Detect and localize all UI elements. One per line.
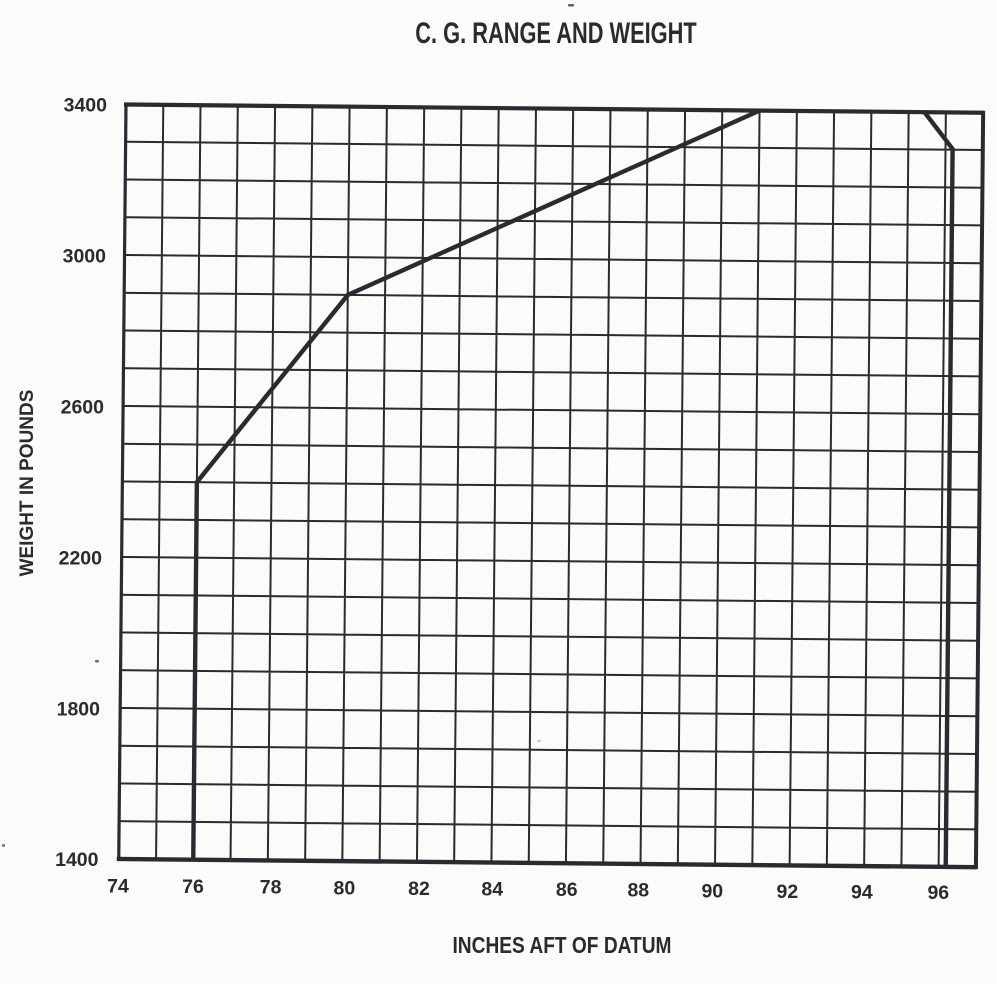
svg-text:1800: 1800 — [57, 699, 101, 721]
svg-text:2200: 2200 — [59, 548, 103, 570]
svg-text:3000: 3000 — [63, 246, 107, 268]
svg-text:78: 78 — [260, 877, 282, 899]
svg-text:76: 76 — [182, 876, 204, 898]
svg-text:92: 92 — [777, 881, 799, 903]
svg-text:1400: 1400 — [55, 849, 99, 871]
svg-text:C. G. RANGE AND WEIGHT: C. G. RANGE AND WEIGHT — [415, 16, 696, 50]
svg-text:82: 82 — [408, 878, 430, 900]
svg-text:94: 94 — [851, 882, 873, 904]
svg-text:96: 96 — [927, 882, 949, 904]
svg-text:90: 90 — [701, 880, 723, 902]
svg-text:2600: 2600 — [61, 397, 105, 419]
svg-text:3400: 3400 — [64, 95, 108, 117]
svg-text:74: 74 — [107, 876, 129, 898]
svg-text:86: 86 — [556, 879, 578, 901]
svg-text:80: 80 — [334, 877, 356, 899]
svg-text:84: 84 — [481, 879, 503, 901]
svg-text:88: 88 — [627, 880, 649, 902]
svg-text:WEIGHT IN POUNDS: WEIGHT IN POUNDS — [17, 390, 38, 577]
svg-text:INCHES AFT OF DATUM: INCHES AFT OF DATUM — [452, 932, 671, 958]
